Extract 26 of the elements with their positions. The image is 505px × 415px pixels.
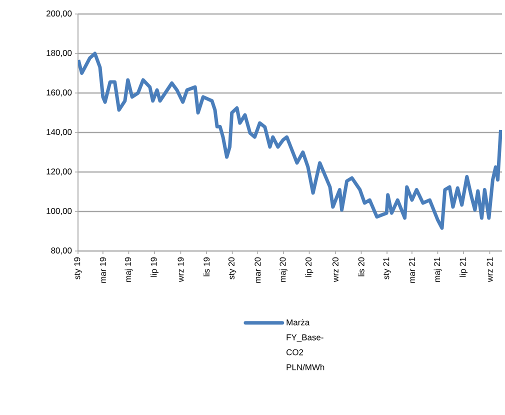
x-tick-label: lis 20: [358, 257, 364, 276]
y-tick-label: 100,00: [46, 208, 72, 215]
x-tick-label: lip 19: [150, 257, 158, 277]
x-tick-label: wrz 20: [332, 257, 338, 282]
y-tick-label: 180,00: [46, 50, 72, 57]
x-tick-label: maj 21: [434, 257, 442, 282]
line-series: [78, 52, 502, 230]
x-tick-label: lip 21: [460, 257, 468, 277]
x-tick-label: mar 21: [408, 257, 415, 283]
x-tick-label: wrz 19: [178, 257, 184, 282]
x-tick-label: sty 20: [228, 257, 236, 280]
y-tick-label: 200,00: [46, 10, 72, 18]
x-tick-label: mar 19: [100, 257, 106, 283]
y-tick-label: 80,00: [51, 248, 72, 254]
y-tick-label: 140,00: [46, 129, 72, 136]
x-tick-label: sty 19: [74, 257, 82, 280]
x-tick-label: sty 21: [383, 257, 391, 280]
x-tick-label: wrz 21: [486, 257, 493, 282]
legend-label: Marża FY_Base-CO2 PLN/MWh: [286, 319, 324, 370]
x-tick-label: lip 20: [305, 257, 314, 277]
x-tick-label: mar 20: [254, 257, 261, 283]
x-tick-label: maj 19: [124, 257, 133, 282]
y-tick-label: 120,00: [46, 168, 72, 176]
y-tick-label: 160,00: [46, 90, 72, 96]
x-tick-label: maj 20: [280, 257, 288, 282]
x-tick-label: lis 19: [203, 257, 210, 276]
